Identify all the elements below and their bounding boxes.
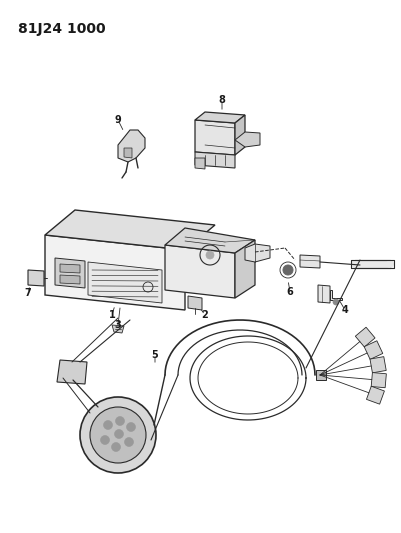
Circle shape <box>101 435 109 445</box>
Circle shape <box>80 397 156 473</box>
Polygon shape <box>60 275 80 284</box>
Text: 3: 3 <box>115 320 122 330</box>
Polygon shape <box>371 373 386 387</box>
Circle shape <box>333 299 339 305</box>
Text: 5: 5 <box>152 350 158 360</box>
Text: 7: 7 <box>24 288 31 298</box>
Polygon shape <box>45 235 185 310</box>
Text: 9: 9 <box>115 115 122 125</box>
Polygon shape <box>60 264 80 273</box>
Polygon shape <box>235 132 260 147</box>
Polygon shape <box>124 148 132 158</box>
Polygon shape <box>88 262 162 303</box>
Polygon shape <box>112 325 124 333</box>
Circle shape <box>283 265 293 275</box>
Polygon shape <box>57 360 87 384</box>
Text: 4: 4 <box>342 305 348 315</box>
Polygon shape <box>235 115 245 155</box>
Text: 81J24 1000: 81J24 1000 <box>18 22 105 36</box>
Polygon shape <box>55 258 85 288</box>
Polygon shape <box>45 210 215 250</box>
Polygon shape <box>118 130 145 162</box>
Polygon shape <box>364 341 383 359</box>
Polygon shape <box>195 112 245 123</box>
Text: 8: 8 <box>219 95 225 105</box>
Circle shape <box>126 423 136 432</box>
Polygon shape <box>300 255 320 268</box>
Polygon shape <box>367 386 385 404</box>
Circle shape <box>111 442 120 451</box>
Polygon shape <box>165 245 235 298</box>
Polygon shape <box>195 120 235 155</box>
Polygon shape <box>195 158 205 169</box>
Circle shape <box>351 260 359 268</box>
Polygon shape <box>245 244 270 262</box>
Circle shape <box>103 421 113 430</box>
Circle shape <box>124 438 134 447</box>
Polygon shape <box>188 296 202 310</box>
Polygon shape <box>195 152 235 168</box>
Polygon shape <box>316 370 326 380</box>
Text: 1: 1 <box>109 310 115 320</box>
Polygon shape <box>165 228 255 253</box>
Polygon shape <box>355 327 375 347</box>
Circle shape <box>115 430 124 439</box>
Text: 6: 6 <box>287 287 294 297</box>
Polygon shape <box>330 290 342 300</box>
Polygon shape <box>235 240 255 298</box>
Circle shape <box>115 416 124 425</box>
Polygon shape <box>318 285 330 303</box>
Polygon shape <box>355 260 390 268</box>
Polygon shape <box>28 270 44 286</box>
Circle shape <box>90 407 146 463</box>
Text: 2: 2 <box>202 310 209 320</box>
Circle shape <box>386 260 394 268</box>
Circle shape <box>206 251 214 259</box>
Polygon shape <box>370 357 386 373</box>
